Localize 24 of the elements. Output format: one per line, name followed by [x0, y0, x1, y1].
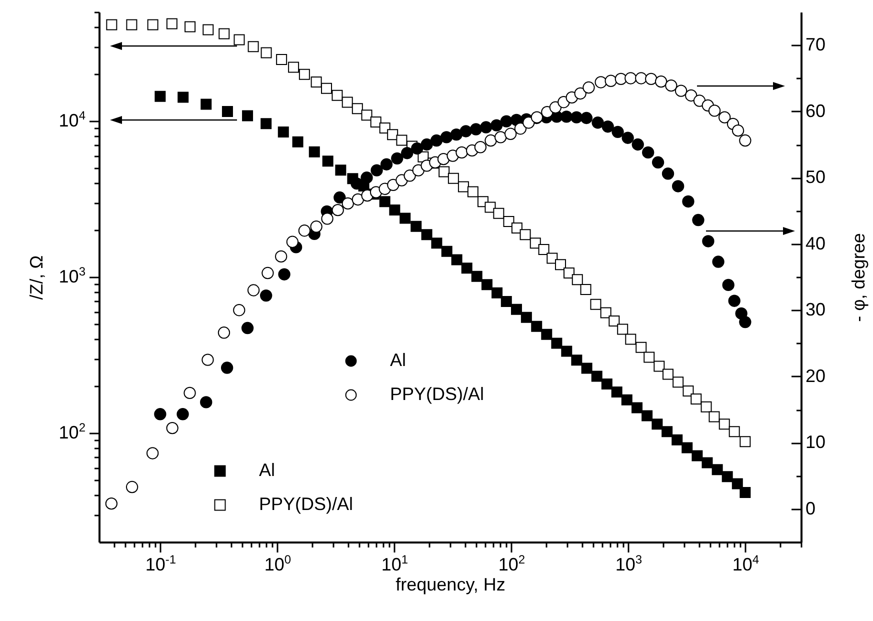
y2-tick-label: 30 [806, 300, 826, 320]
x-tick-label: 10$^{1}$ [381, 552, 408, 574]
x-axis-title: frequency, Hz [396, 574, 506, 594]
y-tick-label: 10$^{4}$ [58, 108, 86, 131]
y-axis-title: /Z/, Ω [26, 255, 46, 300]
legend-label: PPY(DS)/Al [390, 384, 484, 404]
y2-tick-label: 0 [806, 498, 816, 518]
legend-label: PPY(DS)/Al [259, 494, 354, 514]
y2-tick-label: 70 [806, 34, 826, 55]
y2-axis-title: - φ, degree [848, 233, 868, 322]
y2-tick-label: 60 [806, 100, 826, 121]
x-tick-label: 10$^{2}$ [498, 552, 526, 574]
x-tick-label: 10$^{0}$ [264, 552, 292, 574]
x-tick-label: 10$^{4}$ [732, 552, 760, 574]
y2-tick-label: 20 [806, 366, 826, 386]
y-tick-label: 10$^{3}$ [58, 264, 86, 286]
legend-label: Al [390, 350, 406, 370]
x-tick-label: 10$^{3}$ [615, 552, 642, 574]
y2-tick-label: 50 [806, 167, 826, 188]
y2-tick-label: 10 [806, 432, 826, 452]
y2-tick-label: 40 [806, 233, 826, 254]
x-tick-label: 10$^{-1}$ [145, 552, 176, 574]
legend-label: Al [259, 460, 276, 480]
y-tick-label: 10$^{2}$ [58, 420, 86, 442]
